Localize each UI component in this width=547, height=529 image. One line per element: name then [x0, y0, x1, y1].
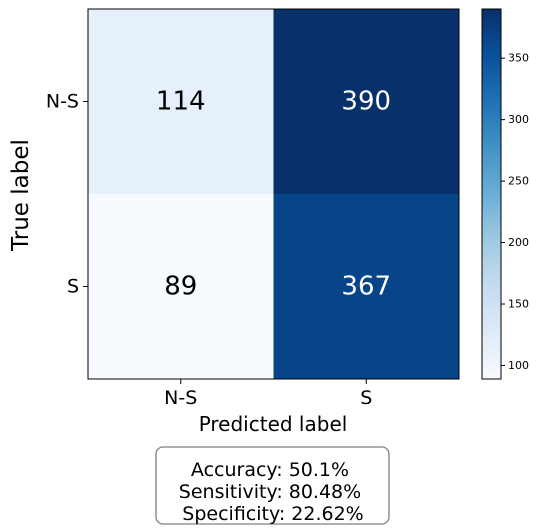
y-axis-label: True label	[8, 139, 34, 252]
summary-line: Sensitivity: 80.48%	[179, 481, 361, 503]
heatmap-cell	[273, 9, 460, 195]
colorbar-tick-label: 350	[508, 52, 529, 65]
cell-value: 114	[156, 87, 206, 117]
heatmap-cells	[88, 9, 460, 380]
heatmap-cell	[88, 194, 274, 380]
summary-line: Specificity: 22.62%	[176, 503, 363, 525]
x-axis-ticks: N-S S	[164, 379, 372, 409]
colorbar-tick-label: 250	[508, 175, 529, 188]
colorbar-ticks: 100 150 200 250 300 350	[501, 52, 529, 372]
colorbar-tick-label: 100	[508, 359, 529, 372]
y-axis-ticks: N-S S	[46, 91, 88, 298]
summary-text: Accuracy: 50.1%Sensitivity: 80.48% Speci…	[176, 459, 363, 525]
heatmap-cell	[88, 9, 274, 195]
heatmap-cell	[273, 194, 460, 380]
y-tick-label: S	[67, 276, 79, 298]
colorbar-tick-label: 300	[508, 113, 529, 126]
cell-value-labels: 114 390 89 367	[156, 87, 391, 302]
summary-line: Accuracy: 50.1%	[191, 459, 349, 481]
plot-frame	[87, 8, 460, 380]
cell-value: 89	[164, 272, 197, 302]
y-tick-label: N-S	[46, 91, 79, 113]
cell-value: 367	[341, 272, 391, 302]
colorbar-tick-label: 150	[508, 298, 529, 311]
x-axis-label: Predicted label	[199, 412, 348, 436]
x-tick-label: N-S	[164, 387, 197, 409]
x-tick-label: S	[360, 387, 372, 409]
colorbar	[481, 8, 502, 380]
cell-value: 390	[341, 87, 391, 117]
summary-box	[155, 446, 390, 525]
colorbar-tick-label: 200	[508, 236, 529, 249]
